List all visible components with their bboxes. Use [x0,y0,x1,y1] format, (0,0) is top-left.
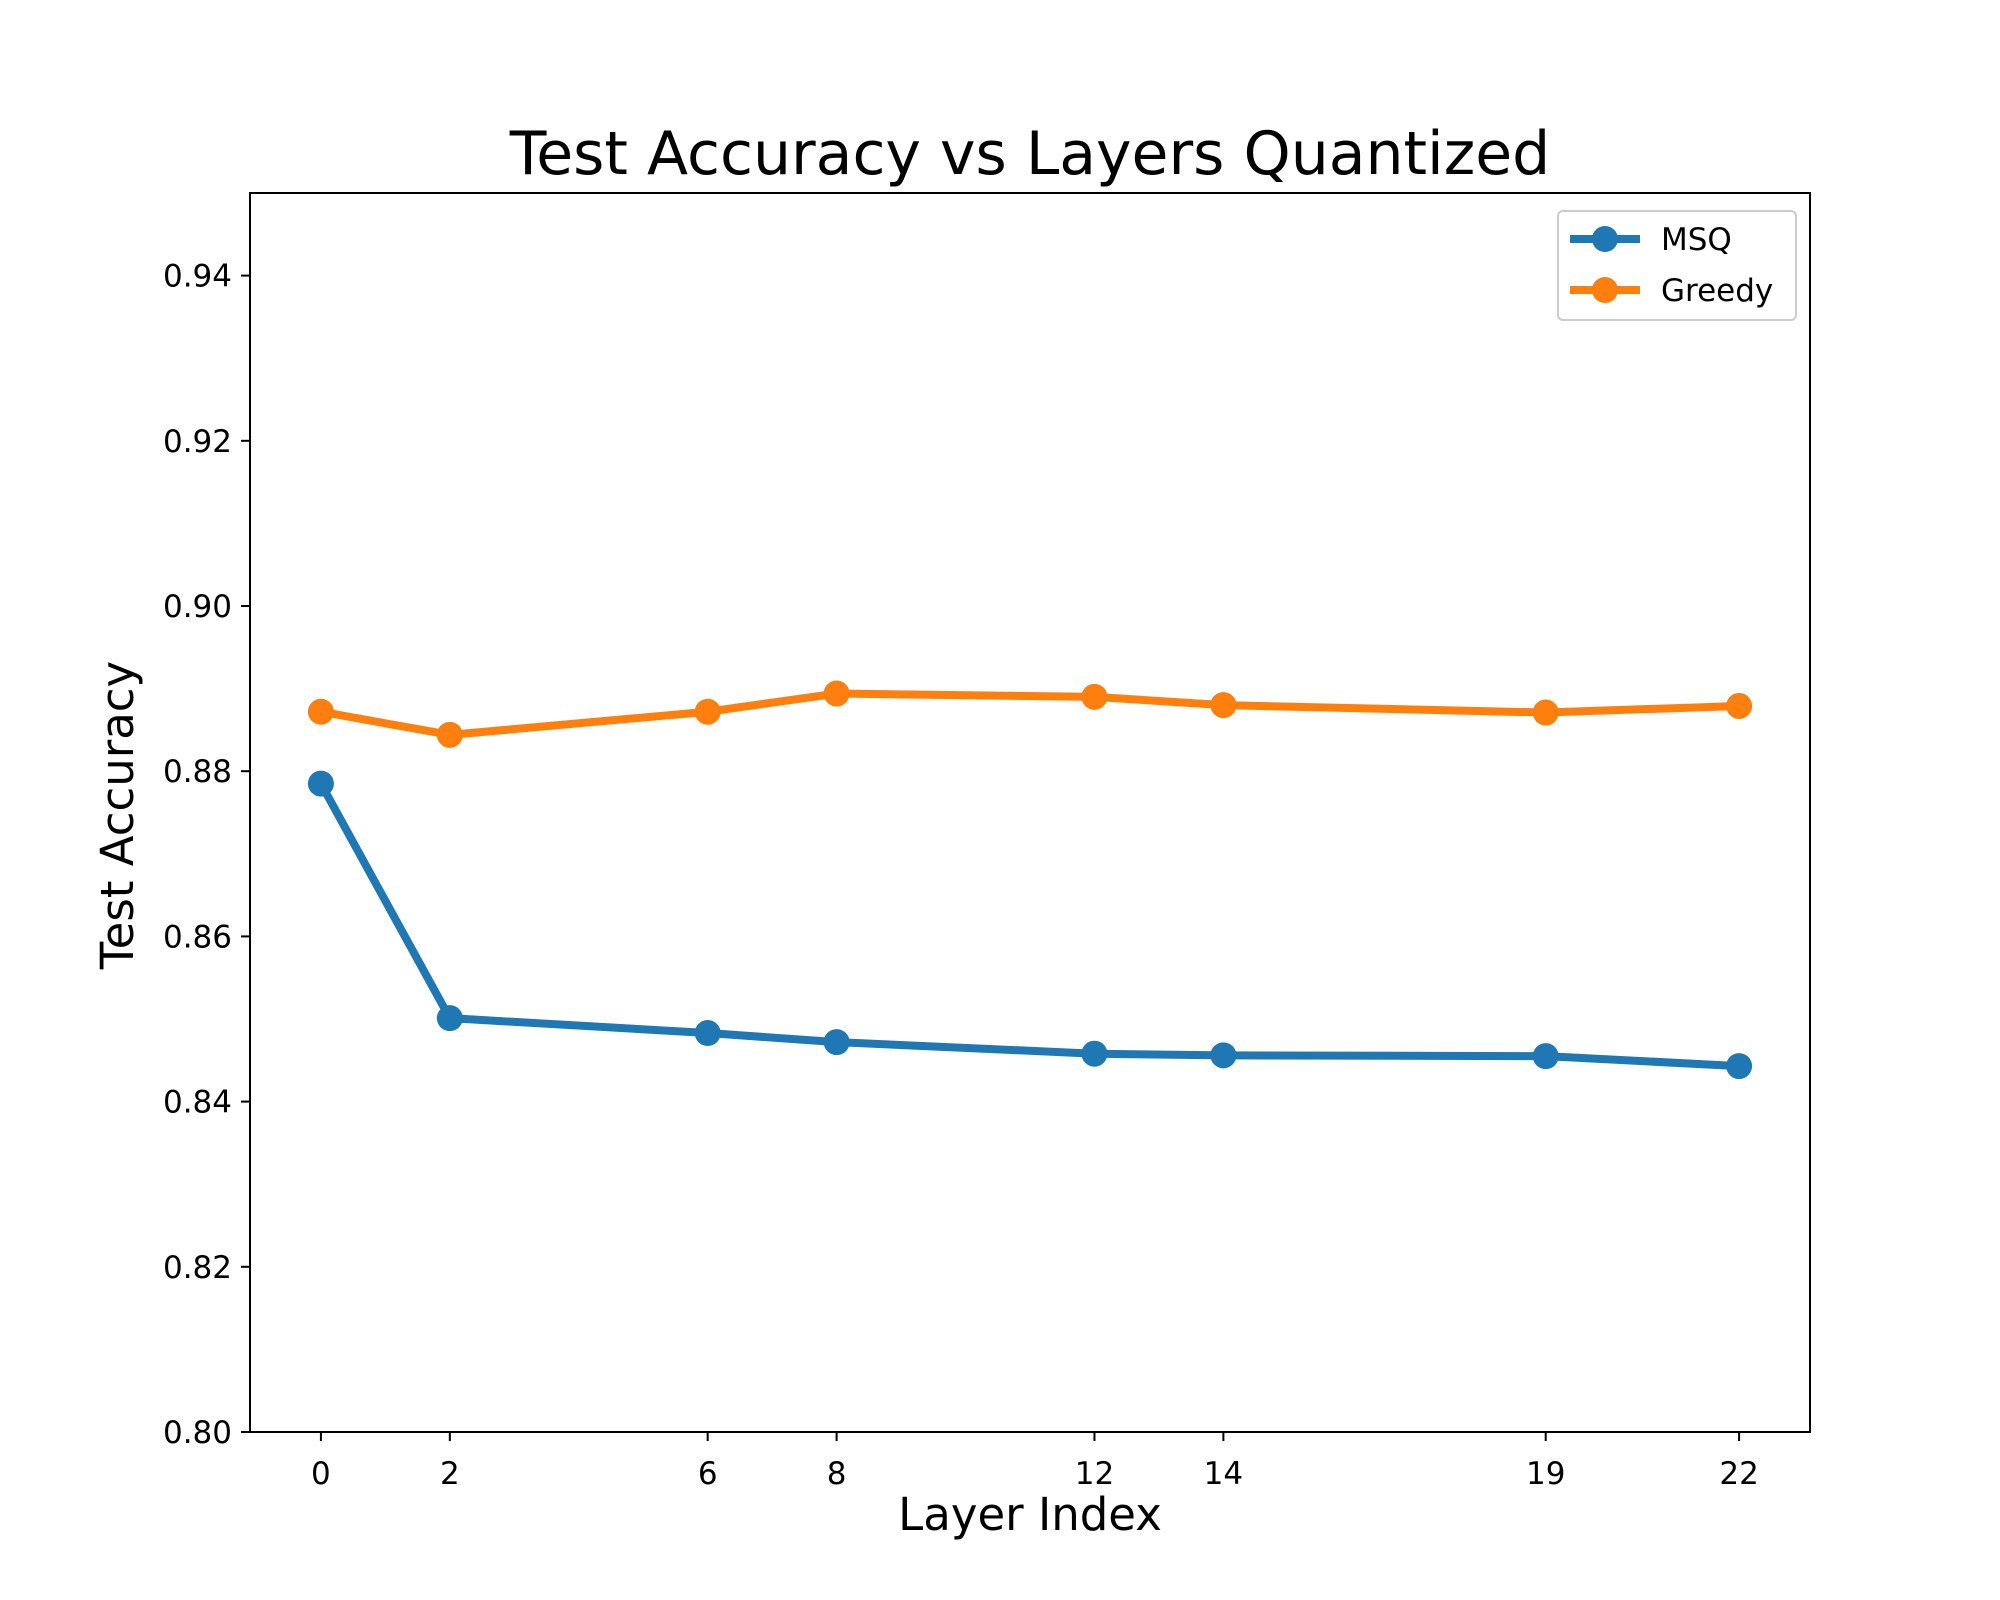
y-tick-label: 0.86 [163,919,232,955]
x-tick-label: 19 [1526,1456,1565,1492]
series-line-msq [317,781,1740,1071]
data-point-greedy [1081,683,1108,710]
y-tick-label: 0.82 [163,1250,232,1286]
data-point-greedy [1726,692,1753,719]
x-tick-label: 12 [1075,1456,1114,1492]
data-point-msq [436,1005,463,1032]
x-tick-label: 14 [1204,1456,1243,1492]
series-greedy [307,680,1753,748]
legend-item-msq: MSQ [1570,222,1732,258]
legend-marker-greedy [1592,277,1618,303]
x-tick-label: 22 [1719,1456,1758,1492]
legend-item-greedy: Greedy [1570,273,1773,309]
x-axis-label: Layer Index [898,1488,1162,1541]
y-tick-label: 0.90 [163,589,232,625]
x-axis: 0 2 6 8 12 14 19 22 [311,1432,1759,1492]
plot-frame [249,192,1811,1433]
y-axis: 0.80 0.82 0.84 0.86 0.88 0.90 0.92 0.94 [163,259,250,1451]
data-point-greedy [823,680,850,707]
legend-marker-msq [1592,226,1618,252]
y-tick-label: 0.88 [163,754,232,790]
data-point-msq [1081,1040,1108,1067]
y-tick-label: 0.80 [163,1415,232,1451]
data-point-msq [1532,1043,1559,1070]
chart-title: Test Accuracy vs Layers Quantized [509,119,1550,189]
y-tick-label: 0.94 [163,259,232,295]
y-tick-label: 0.84 [163,1085,232,1121]
x-tick-label: 2 [440,1456,460,1492]
legend: MSQ Greedy [1557,210,1797,321]
data-point-greedy [436,721,463,748]
data-point-msq [1210,1042,1237,1069]
legend-label-msq: MSQ [1661,222,1732,258]
data-point-msq [694,1020,721,1047]
data-point-msq [823,1029,850,1056]
data-point-greedy [1532,699,1559,726]
data-point-greedy [307,698,334,725]
x-tick-label: 8 [827,1456,847,1492]
series-line-greedy [320,689,1740,739]
x-tick-label: 0 [311,1456,331,1492]
data-point-msq [307,770,334,797]
x-tick-label: 6 [698,1456,718,1492]
y-axis-label: Test Accuracy [91,661,144,970]
data-point-msq [1726,1053,1753,1080]
series-layer [307,680,1753,1080]
plot-area [249,192,1811,1433]
series-msq [307,770,1753,1080]
data-point-greedy [1210,692,1237,719]
legend-label-greedy: Greedy [1661,273,1773,309]
y-tick-label: 0.92 [163,424,232,460]
data-point-greedy [694,698,721,725]
